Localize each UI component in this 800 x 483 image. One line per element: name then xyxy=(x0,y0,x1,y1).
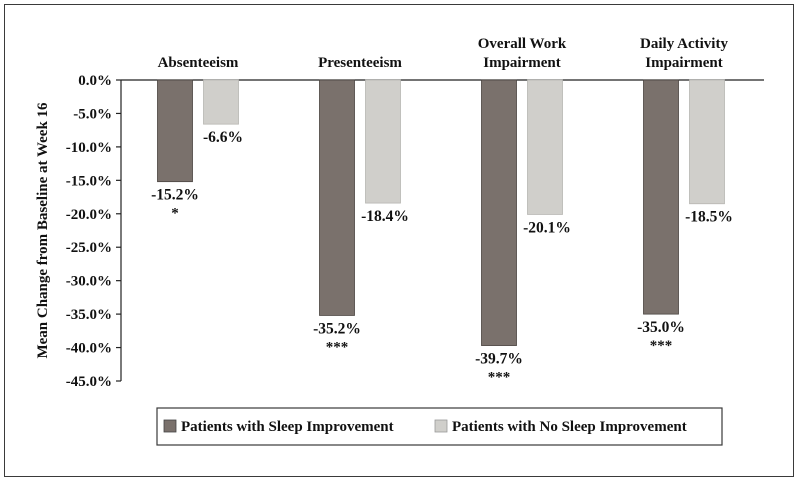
data-label: -18.4% xyxy=(361,208,409,225)
legend: Patients with Sleep Improvement Patients… xyxy=(156,407,723,446)
y-tick-label: -40.0% xyxy=(66,341,112,357)
y-ticks: 0.0% -5.0% -10.0% -15.0% -20.0% -25.0% -30.0% -… xyxy=(66,73,121,390)
bar xyxy=(689,79,725,205)
bars: -15.2% * -35.2% *** -39.7% *** -35.0% *** -6.6% -… xyxy=(151,79,733,386)
bar xyxy=(527,79,563,215)
significance-marker: *** xyxy=(326,339,349,355)
y-tick-label: -20.0% xyxy=(66,207,112,223)
y-tick-label: -5.0% xyxy=(73,106,112,122)
category-label: Presenteeism xyxy=(318,55,402,71)
data-label: -15.2% xyxy=(151,187,199,204)
significance-marker: * xyxy=(171,206,179,222)
bar xyxy=(203,79,239,125)
y-tick-label: 0.0% xyxy=(78,73,112,89)
category-labels: Absenteeism Presenteeism Overall Work Impai… xyxy=(158,36,729,71)
bar xyxy=(643,79,679,315)
category-label: Daily Activity xyxy=(640,36,728,52)
legend-swatch-no-sleep-improvement xyxy=(434,419,448,433)
data-label: -35.2% xyxy=(313,320,361,337)
bar xyxy=(319,79,355,316)
category-label: Absenteeism xyxy=(158,55,239,71)
category-label: Impairment xyxy=(645,55,723,71)
data-label: -20.1% xyxy=(523,219,571,236)
y-axis-label: Mean Change from Baseline at Week 16 xyxy=(35,102,51,359)
significance-marker: *** xyxy=(650,338,673,354)
legend-label-no-sleep-improvement: Patients with No Sleep Improvement xyxy=(452,419,687,435)
y-tick-label: -45.0% xyxy=(66,374,112,390)
bar xyxy=(481,79,517,346)
category-label: Overall Work xyxy=(478,36,567,52)
legend-swatch-sleep-improvement xyxy=(163,419,177,433)
data-label: -35.0% xyxy=(637,319,685,336)
y-tick-label: -30.0% xyxy=(66,274,112,290)
data-label: -39.7% xyxy=(475,351,523,368)
data-label: -6.6% xyxy=(203,129,243,146)
data-label: -18.5% xyxy=(685,209,733,226)
significance-marker: *** xyxy=(488,370,511,386)
y-tick-label: -25.0% xyxy=(66,240,112,256)
bar xyxy=(157,79,193,183)
bar xyxy=(365,79,401,204)
category-label: Impairment xyxy=(483,55,561,71)
y-tick-label: -10.0% xyxy=(66,140,112,156)
legend-label-sleep-improvement: Patients with Sleep Improvement xyxy=(181,419,394,435)
y-tick-label: -15.0% xyxy=(66,173,112,189)
y-tick-label: -35.0% xyxy=(66,307,112,323)
